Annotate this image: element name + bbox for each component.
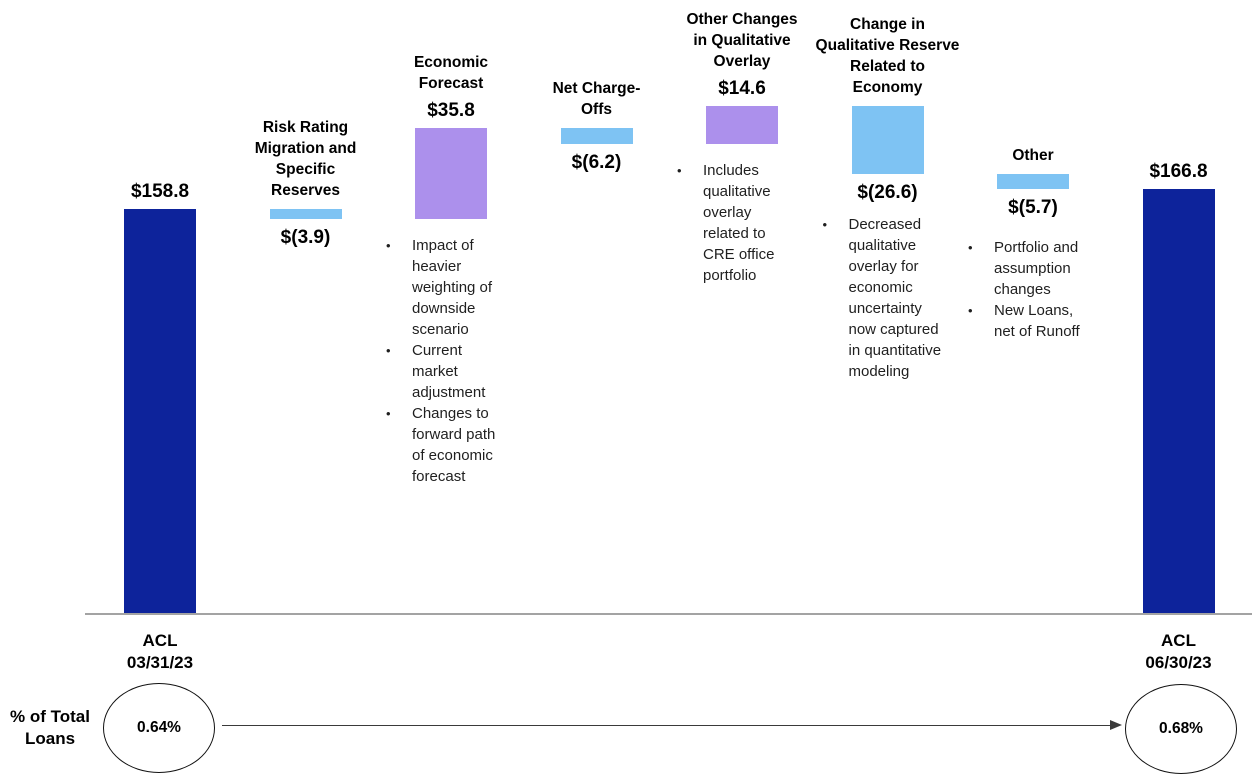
acl-start-value: $158.8 — [130, 180, 190, 202]
baseline-axis — [85, 613, 1252, 615]
risk-rating-migration-value: $(3.9) — [280, 226, 331, 248]
note-text: New Loans, net of Runoff — [994, 301, 1080, 340]
economic-forecast-notes: • Impact of heavier weighting of downside… — [381, 235, 536, 487]
change-qualitative-reserve-bar — [851, 106, 924, 175]
list-item: • New Loans, net of Runoff — [963, 300, 1118, 342]
bullet-icon: • — [968, 302, 973, 318]
note-text: Includes qualitative overlay related to … — [703, 161, 775, 284]
risk-rating-migration-bar — [269, 208, 342, 219]
list-item: • Decreased qualitative overlay for econo… — [818, 214, 973, 382]
note-text: Changes to forward path of economic fore… — [412, 404, 496, 485]
bullet-icon: • — [386, 405, 391, 421]
end-pct-circle: 0.68% — [1125, 684, 1237, 774]
net-charge-offs-value: $(6.2) — [571, 151, 622, 173]
net-charge-offs-bar — [560, 127, 633, 144]
change-qualitative-reserve-notes: • Decreased qualitative overlay for econo… — [818, 214, 973, 382]
acl-end-bar — [1142, 188, 1215, 613]
list-item: • Impact of heavier weighting of downside… — [381, 235, 536, 340]
note-text: Impact of heavier weighting of downside … — [412, 236, 493, 338]
change-qualitative-reserve-header: Change in Qualitative Reserve Related to Ec… — [815, 16, 960, 97]
note-text: Current market adjustment — [412, 341, 486, 401]
economic-forecast-header: Economic Forecast — [413, 53, 489, 92]
other-qualitative-overlay-notes: • Includes qualitative overlay related to… — [672, 160, 827, 286]
other-qualitative-overlay-value: $14.6 — [718, 78, 766, 100]
economic-forecast-value: $35.8 — [427, 99, 475, 121]
end-pct-value: 0.68% — [1159, 720, 1203, 737]
note-text: Decreased qualitative overlay for econom… — [848, 216, 942, 381]
risk-rating-migration-header: Risk Rating Migration and Specific Reserves — [254, 118, 357, 199]
other-notes: • Portfolio and assumption changes • New Lo… — [963, 237, 1118, 342]
start-pct-circle: 0.64% — [103, 683, 215, 773]
note-text: Portfolio and assumption changes — [994, 238, 1079, 298]
change-qualitative-reserve-value: $(26.6) — [857, 182, 918, 204]
acl-end-value: $166.8 — [1149, 160, 1208, 182]
other-bar — [997, 174, 1069, 189]
start-pct-value: 0.64% — [137, 719, 181, 736]
trend-arrow-head-icon — [1110, 720, 1122, 730]
list-item: • Changes to forward path of economic for… — [381, 403, 536, 487]
bullet-icon: • — [968, 239, 973, 255]
list-item: • Portfolio and assumption changes — [963, 237, 1118, 300]
trend-arrow-line — [222, 724, 1112, 727]
pct-of-total-loans-label: % of Total Loans — [10, 707, 90, 748]
bullet-icon: • — [822, 217, 828, 233]
bullet-icon: • — [386, 342, 391, 358]
bullet-icon: • — [677, 162, 682, 178]
net-charge-offs-header: Net Charge- Offs — [552, 79, 641, 118]
list-item: • Current market adjustment — [381, 340, 536, 403]
other-qualitative-overlay-bar — [706, 106, 778, 144]
acl-start-axis-label: ACL 03/31/23 — [126, 631, 194, 672]
acl-start-bar — [124, 208, 196, 613]
other-value: $(5.7) — [1008, 196, 1058, 218]
economic-forecast-bar — [415, 127, 487, 219]
acl-end-axis-label: ACL 06/30/23 — [1145, 631, 1212, 672]
other-qualitative-overlay-header: Other Changes in Qualitative Overlay — [686, 11, 798, 71]
other-header: Other — [1012, 147, 1054, 165]
list-item: • Includes qualitative overlay related to… — [672, 160, 827, 286]
bullet-icon: • — [386, 237, 391, 253]
